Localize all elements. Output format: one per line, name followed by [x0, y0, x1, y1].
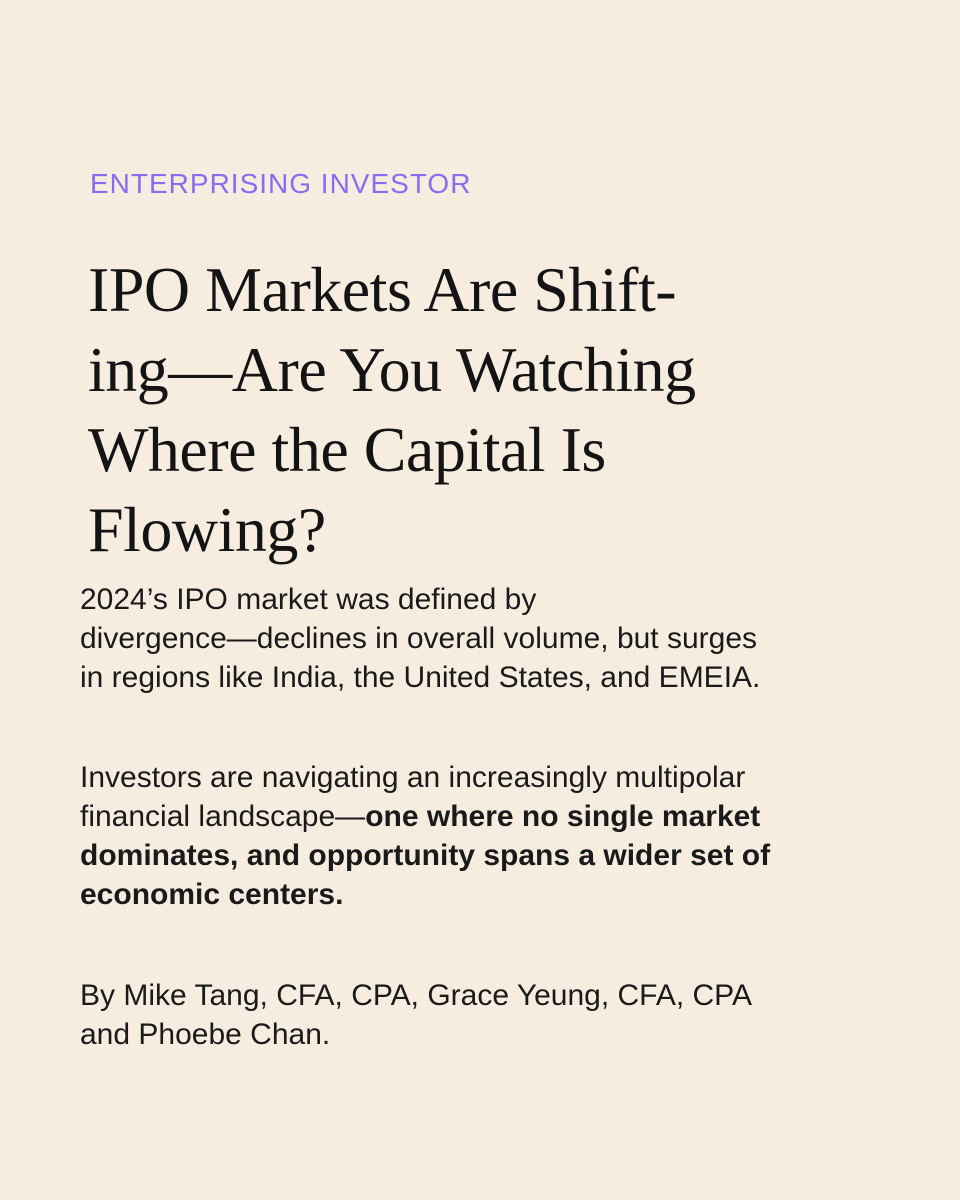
headline-line: Where the Capital Is [88, 414, 606, 485]
headline-line: ing—Are You Watching [88, 334, 696, 405]
insight-line: Investors are navigating an increasingly… [80, 761, 746, 794]
insight-emphasis: one where no single market [365, 800, 761, 833]
insight-emphasis-line: dominates, and opportunity spans a wider… [80, 839, 771, 872]
insight-emphasis-line: economic centers. [80, 878, 344, 911]
insight-text: financial landscape— [80, 800, 366, 833]
summary-line: divergence—declines in overall volume, b… [80, 622, 758, 655]
article-headline: IPO Markets Are Shift- ing—Are You Watch… [88, 250, 848, 570]
author-byline: By Mike Tang, CFA, CPA, Grace Yeung, CFA… [80, 976, 752, 1054]
section-kicker: ENTERPRISING INVESTOR [90, 168, 472, 199]
byline-line: By Mike Tang, CFA, CPA, Grace Yeung, CFA… [80, 979, 752, 1012]
byline-line: and Phoebe Chan. [80, 1018, 331, 1051]
summary-paragraph: 2024’s IPO market was defined by diverge… [80, 580, 930, 697]
summary-line: 2024’s IPO market was defined by [80, 583, 537, 616]
summary-line: in regions like India, the United States… [80, 661, 761, 694]
insight-paragraph: Investors are navigating an increasingly… [80, 758, 770, 914]
headline-line: Flowing? [88, 494, 326, 565]
insight-line: financial landscape—one where no single … [80, 797, 770, 836]
headline-line: IPO Markets Are Shift- [88, 254, 677, 325]
